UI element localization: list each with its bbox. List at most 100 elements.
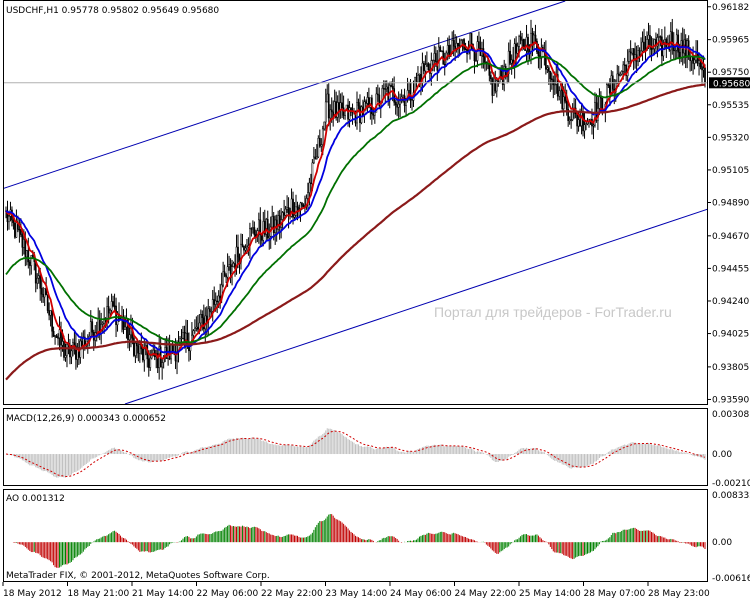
candle-body xyxy=(556,74,559,97)
candle-body xyxy=(623,64,626,66)
candle-body xyxy=(330,109,333,113)
candle-body xyxy=(75,345,77,360)
candle-body xyxy=(497,80,500,83)
candle-body xyxy=(223,271,226,276)
candle-body xyxy=(686,40,689,58)
candle-body xyxy=(229,264,232,274)
candle-body xyxy=(680,40,683,58)
ao-axis-ticks: 0.008332 0.00 -0.00616 xyxy=(712,491,750,584)
candle-body xyxy=(391,86,394,89)
candle-body xyxy=(324,101,327,123)
candle-body xyxy=(446,45,449,54)
ema-55-line xyxy=(5,55,706,344)
candle-body xyxy=(101,322,104,325)
candle-body xyxy=(78,347,80,358)
candle-body xyxy=(195,326,198,329)
candle-body xyxy=(376,93,379,96)
candle-body xyxy=(147,358,150,368)
candle-body xyxy=(678,51,681,58)
candle-body xyxy=(527,36,529,53)
candle-body xyxy=(310,182,312,184)
time-tick-label: 24 May 22:00 xyxy=(455,589,517,599)
candle-body xyxy=(385,86,388,90)
candle-body xyxy=(464,49,467,51)
candle-body xyxy=(308,182,311,193)
candle-body xyxy=(470,33,473,45)
candle-body xyxy=(66,344,68,356)
candle-body xyxy=(42,293,45,298)
candle-body xyxy=(275,219,278,230)
candle-body xyxy=(433,53,436,61)
candle-body xyxy=(567,109,570,121)
candle-body xyxy=(359,105,361,123)
candle-body xyxy=(643,41,645,50)
ao-tick-label: 0.008332 xyxy=(712,491,750,501)
candle-body xyxy=(250,228,253,230)
candle-body xyxy=(107,306,110,314)
candle-body xyxy=(222,271,224,286)
candle-body xyxy=(489,75,492,79)
candle-body xyxy=(302,204,305,207)
trendline-2 xyxy=(124,208,707,404)
candle-body xyxy=(14,222,16,238)
candle-body xyxy=(701,66,703,71)
candle-body xyxy=(133,338,135,356)
candle-body xyxy=(440,50,443,52)
candle-body xyxy=(396,104,398,108)
candle-body xyxy=(216,300,219,302)
candle-body xyxy=(51,310,53,332)
candle-body xyxy=(656,37,659,47)
price-tick-label: 0.94025 xyxy=(712,330,749,340)
candle-body xyxy=(607,84,610,86)
candle-body xyxy=(378,94,381,107)
candle-body xyxy=(214,300,217,305)
candle-body xyxy=(426,63,428,65)
candle-body xyxy=(408,82,410,91)
candle-body xyxy=(36,277,39,284)
candle-body xyxy=(488,63,491,76)
candle-body xyxy=(631,48,633,54)
candle-body xyxy=(498,68,501,83)
candle-body xyxy=(24,239,27,258)
candle-body xyxy=(632,48,635,60)
candle-body xyxy=(390,85,393,87)
copyright-text: MetaTrader FIX, © 2001-2012, MetaQuotes … xyxy=(6,571,270,581)
time-tick-label: 28 May 23:00 xyxy=(648,589,710,599)
candle-body xyxy=(287,207,290,216)
candle-body xyxy=(443,63,446,66)
candle-body xyxy=(183,332,186,342)
ao-histogram xyxy=(12,514,706,568)
candle-body xyxy=(12,219,15,223)
candle-body xyxy=(698,60,700,64)
candle-body xyxy=(64,355,67,358)
ao-panel-frame xyxy=(3,489,708,582)
candle-body xyxy=(91,321,94,333)
candle-body xyxy=(350,107,352,113)
time-axis: 18 May 2012 18 May 21:00 21 May 14:00 22 Ma… xyxy=(2,582,710,599)
candle-body xyxy=(399,100,401,105)
candle-body xyxy=(143,348,146,361)
time-tick-label: 18 May 21:00 xyxy=(68,589,130,599)
candle-body xyxy=(57,337,59,339)
candle-body xyxy=(246,246,248,249)
candle-body xyxy=(525,36,528,51)
watermark: Портал для трейдеров - ForTrader.ru xyxy=(434,304,672,320)
candle-body xyxy=(418,74,421,76)
candle-body xyxy=(265,219,268,235)
candle-body xyxy=(40,288,43,295)
candle-body xyxy=(625,65,628,77)
candle-body xyxy=(423,62,425,72)
price-tick-label: 0.95535 xyxy=(712,101,749,111)
candle-body xyxy=(659,36,662,38)
ao-tick-label: 0.00 xyxy=(712,538,732,548)
candle-body xyxy=(253,227,256,235)
candle-body xyxy=(252,227,254,229)
candle-body xyxy=(336,102,339,118)
candle-body xyxy=(136,342,138,347)
candle-body xyxy=(582,112,584,132)
candle-body xyxy=(382,88,385,90)
candle-body xyxy=(585,123,587,126)
candle-body xyxy=(30,255,33,266)
candle-body xyxy=(272,216,275,233)
